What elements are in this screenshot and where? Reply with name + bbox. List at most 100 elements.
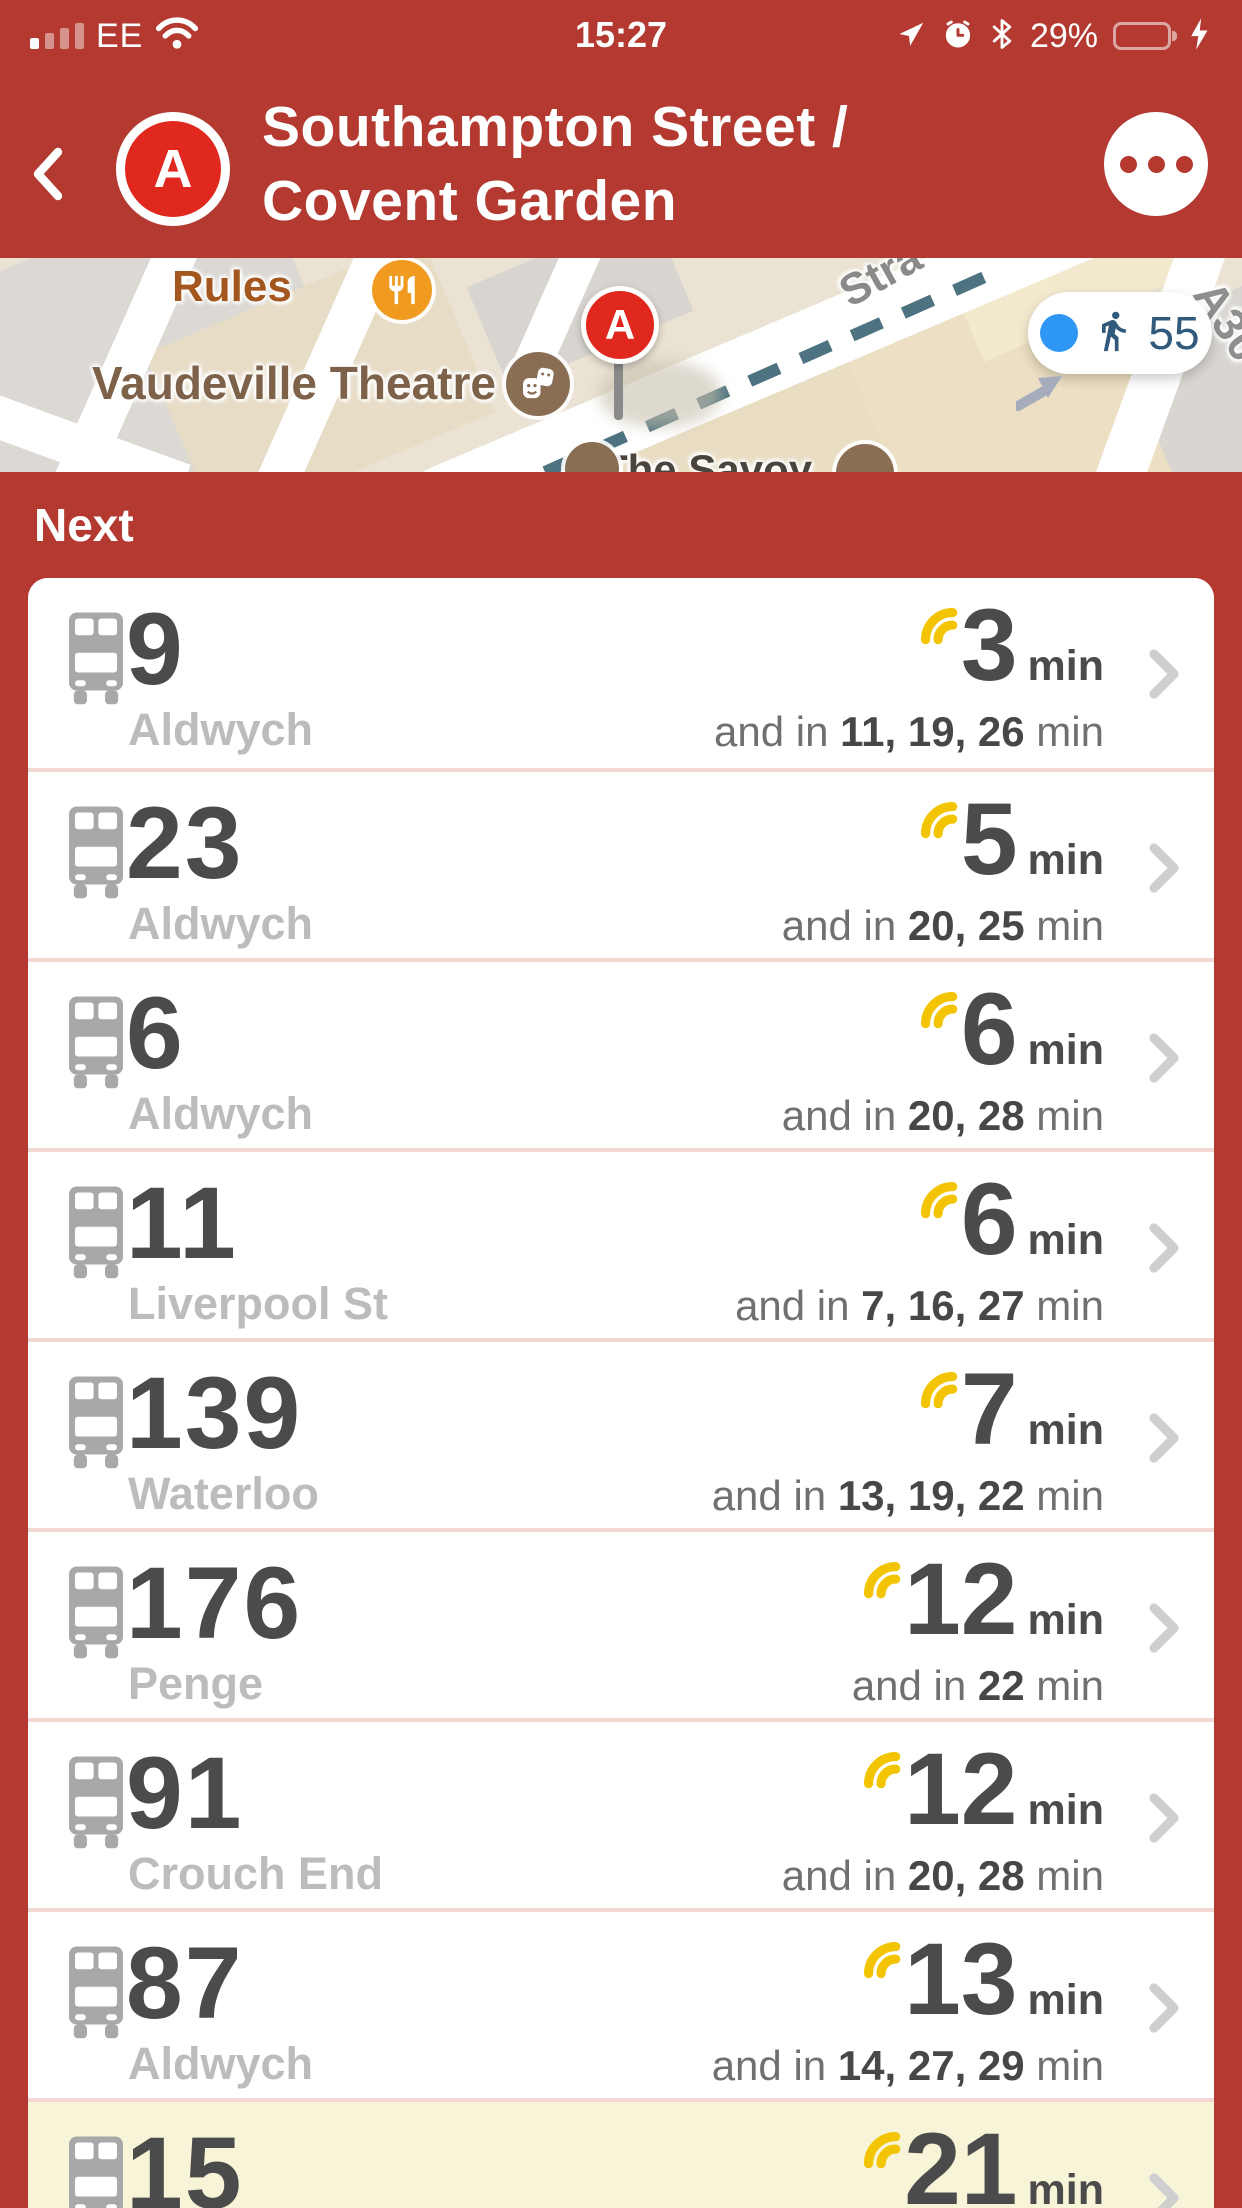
chevron-right-icon <box>1144 648 1184 705</box>
alarm-clock-icon <box>942 18 974 55</box>
page-title-line2: Covent Garden <box>262 169 678 233</box>
later-departures: and in 20, 25 min <box>781 902 1104 949</box>
bus-route-row[interactable]: 6 Aldwych 6 min and in 20, 28 min <box>28 958 1214 1148</box>
battery-icon <box>1113 22 1177 50</box>
bus-icon <box>66 1186 126 1285</box>
bus-route-row[interactable]: 176 Penge 12 min and in 22 min <box>28 1528 1214 1718</box>
eta-minutes: 12 <box>904 1732 1018 1846</box>
later-departures: and in 13, 19, 22 min <box>711 1472 1104 1519</box>
bus-icon <box>66 1566 126 1665</box>
bus-route-row[interactable]: 139 Waterloo 7 min and in 13, 19, 22 min <box>28 1338 1214 1528</box>
bus-route-row[interactable]: 9 Aldwych 3 min and in 11, 19, 26 min <box>28 578 1214 768</box>
eta-unit: min <box>1027 1026 1104 1074</box>
later-departures: and in 22 min <box>851 1662 1104 1709</box>
route-number: 139 <box>126 1356 303 1470</box>
live-signal-icon <box>854 2122 904 2177</box>
departures-list: 9 Aldwych 3 min and in 11, 19, 26 min 23… <box>28 578 1214 2208</box>
page-title-line1: Southampton Street / <box>262 95 849 159</box>
chevron-right-icon <box>1144 2172 1184 2208</box>
bus-route-row[interactable]: 23 Aldwych 5 min and in 20, 25 min <box>28 768 1214 958</box>
location-arrow-icon <box>897 19 927 54</box>
eta-unit: min <box>1027 1976 1104 2024</box>
map-label-savoy: The Savoy <box>602 446 813 472</box>
live-signal-icon <box>911 598 961 653</box>
live-signal-icon <box>911 982 961 1037</box>
section-title: Next <box>34 499 134 551</box>
bus-route-row-selected[interactable]: 15 21 min <box>28 2098 1214 2208</box>
later-departures: and in 20, 28 min <box>781 1092 1104 1139</box>
stop-pin-a[interactable]: A <box>581 286 659 364</box>
route-destination: Aldwych <box>128 2038 314 2089</box>
more-options-button[interactable] <box>1104 112 1208 216</box>
chevron-right-icon <box>1144 1222 1184 1279</box>
live-signal-icon <box>854 1932 904 1987</box>
chevron-right-icon <box>1144 1412 1184 1469</box>
bus-icon <box>66 2136 126 2208</box>
walking-person-icon <box>1091 309 1135 358</box>
bus-route-row[interactable]: 87 Aldwych 13 min and in 14, 27, 29 min <box>28 1908 1214 2098</box>
live-signal-icon <box>911 1172 961 1227</box>
back-button[interactable] <box>26 144 70 204</box>
chevron-right-icon <box>1144 1032 1184 1089</box>
route-number: 176 <box>126 1546 303 1660</box>
route-destination: Aldwych <box>128 704 314 755</box>
route-number: 6 <box>126 976 185 1090</box>
eta-unit: min <box>1027 1786 1104 1834</box>
map-label-vaudeville-theatre: Vaudeville Theatre <box>92 357 496 409</box>
direction-arrow-icon <box>1013 374 1068 417</box>
eta-unit: min <box>1027 2166 1104 2208</box>
stop-pin-letter: A <box>604 301 636 348</box>
route-destination: Aldwych <box>128 898 314 949</box>
bus-icon <box>66 806 126 905</box>
blue-dot-icon <box>1040 314 1079 352</box>
eta-unit: min <box>1027 1596 1104 1644</box>
wifi-icon <box>155 16 199 56</box>
ellipsis-dot <box>1147 155 1165 173</box>
eta-minutes: 5 <box>960 782 1018 896</box>
eta-minutes: 13 <box>904 1922 1018 2036</box>
battery-percent-label: 29% <box>1029 16 1098 55</box>
chevron-right-icon <box>1144 1602 1184 1659</box>
stop-map[interactable]: A Rules Vaudeville Theatre Stra A30 The … <box>0 258 1242 472</box>
chevron-right-icon <box>1144 1982 1184 2039</box>
bus-icon <box>66 1376 126 1475</box>
bus-route-row[interactable]: 91 Crouch End 12 min and in 20, 28 min <box>28 1718 1214 1908</box>
status-bar: EE 15:27 29% <box>0 0 1242 66</box>
eta-minutes: 7 <box>960 1352 1018 1466</box>
eta-unit: min <box>1027 1406 1104 1454</box>
later-departures: and in 14, 27, 29 min <box>711 2042 1104 2089</box>
route-destination: Aldwych <box>128 1088 314 1139</box>
carrier-label: EE <box>96 16 144 55</box>
route-destination: Penge <box>128 1658 264 1709</box>
live-signal-icon <box>854 1552 904 1607</box>
route-destination: Liverpool St <box>128 1278 389 1329</box>
eta-minutes: 21 <box>904 2112 1018 2208</box>
restaurant-poi-icon[interactable] <box>372 260 432 320</box>
eta-unit: min <box>1027 642 1104 690</box>
live-signal-icon <box>911 1362 961 1417</box>
ellipsis-dot <box>1119 155 1137 173</box>
bus-icon <box>66 612 126 711</box>
charging-bolt-icon <box>1186 17 1212 56</box>
section-header-next: Next <box>0 472 1242 578</box>
bus-route-row[interactable]: 11 Liverpool St 6 min and in 7, 16, 27 m… <box>28 1148 1214 1338</box>
walking-route-dashed-line <box>542 262 1008 472</box>
eta-minutes: 3 <box>960 588 1018 702</box>
header: A Southampton Street / Covent Garden <box>0 66 1242 258</box>
route-number: 91 <box>126 1736 244 1850</box>
bus-icon <box>66 1946 126 2045</box>
cell-signal-icon <box>30 23 84 49</box>
route-destination: Waterloo <box>128 1468 319 1519</box>
later-departures: and in 7, 16, 27 min <box>735 1282 1104 1329</box>
eta-minutes: 6 <box>960 972 1018 1086</box>
route-number: 11 <box>126 1166 238 1280</box>
chevron-right-icon <box>1144 842 1184 899</box>
walk-minutes-value: 55 <box>1148 307 1200 359</box>
live-signal-icon <box>911 792 961 847</box>
chevron-right-icon <box>1144 1792 1184 1849</box>
theatre-poi-icon[interactable] <box>506 352 570 416</box>
walk-time-badge[interactable]: 55 <box>1028 292 1212 374</box>
stop-letter: A <box>153 139 193 199</box>
eta-unit: min <box>1027 1216 1104 1264</box>
route-destination: Crouch End <box>128 1848 383 1899</box>
